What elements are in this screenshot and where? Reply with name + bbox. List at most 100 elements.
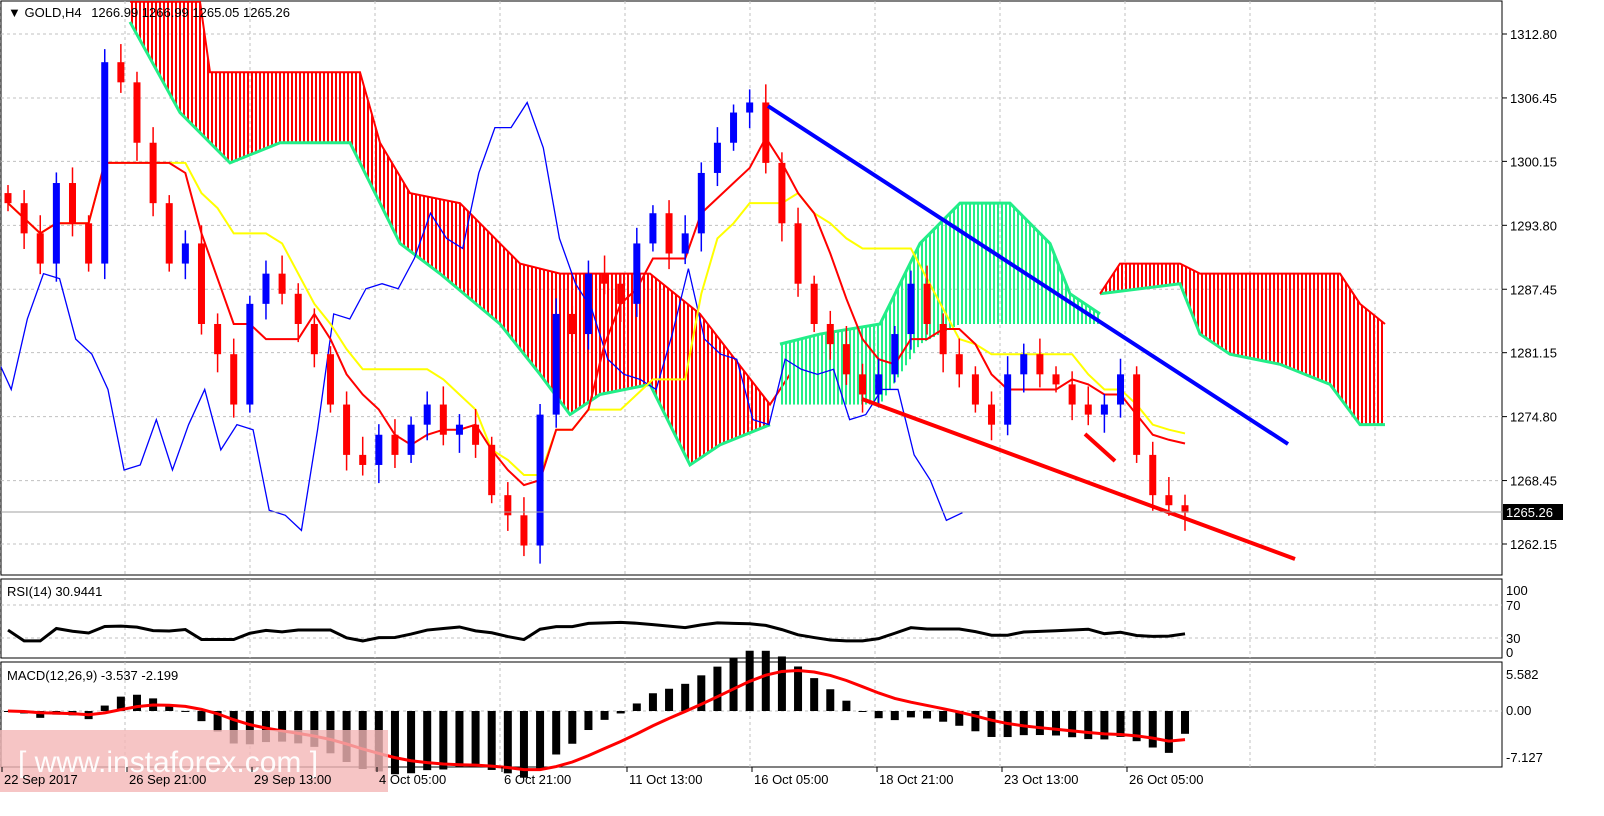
candle-body <box>1004 374 1012 425</box>
macd-bar <box>1035 711 1044 736</box>
macd-bar <box>197 711 206 722</box>
candle-body <box>488 444 496 496</box>
candle-body <box>117 62 125 83</box>
candle-body <box>971 374 979 405</box>
current-price-label: 1265.26 <box>1506 505 1553 520</box>
candle-body <box>778 162 786 224</box>
candle-body <box>1068 384 1076 405</box>
candle-body <box>859 374 867 395</box>
candle-body <box>391 434 399 455</box>
macd-bar <box>1181 711 1189 734</box>
price-axis: 1312.80 1306.45 1300.15 1293.80 1287.45 1281.… <box>1502 27 1557 552</box>
macd-bar <box>1084 711 1093 740</box>
candle-body <box>1117 374 1125 405</box>
price-tick-label: 1293.80 <box>1510 218 1557 233</box>
candle-body <box>149 142 157 204</box>
time-tick-label: 23 Oct 13:00 <box>1004 772 1078 787</box>
candle-body <box>601 273 609 284</box>
price-tick-label: 1306.45 <box>1510 91 1557 106</box>
macd-bar <box>310 711 319 747</box>
macd-histogram <box>4 650 1189 778</box>
candle-body <box>85 223 93 264</box>
candle-body <box>36 233 44 264</box>
macd-tick-label: 5.582 <box>1506 667 1539 682</box>
candle-body <box>730 112 738 143</box>
macd-bar <box>665 688 674 711</box>
candle-body <box>955 354 963 375</box>
candle-body <box>1084 404 1092 415</box>
candle-body <box>20 203 28 234</box>
macd-bar <box>407 711 416 774</box>
macd-bar <box>810 678 819 711</box>
macd-bar <box>632 703 641 711</box>
macd-bar <box>874 711 883 719</box>
macd-bar <box>423 711 432 771</box>
price-tick-label: 1274.80 <box>1510 410 1557 425</box>
candle-body <box>278 273 286 294</box>
current-price-tag: 1265.26 <box>1503 504 1563 520</box>
macd-bar <box>697 675 706 711</box>
macd-bar <box>181 710 190 712</box>
candle-body <box>794 223 802 284</box>
macd-bar <box>568 711 577 744</box>
candle-body <box>359 454 367 465</box>
candle-body <box>536 414 544 546</box>
candle-body <box>584 273 592 335</box>
tenkan-sen-line <box>7 135 1186 487</box>
macd-bar <box>132 694 141 711</box>
candle-body <box>617 283 625 304</box>
macd-bar <box>1052 711 1061 736</box>
macd-bar <box>1068 711 1077 738</box>
candle-body <box>891 334 899 375</box>
macd-bar <box>826 689 835 711</box>
time-tick-label: 26 Oct 05:00 <box>1129 772 1203 787</box>
chart-title: ▼ GOLD,H4 1266.99 1266.99 1265.05 1265.2… <box>8 5 290 20</box>
time-tick-label: 29 Sep 13:00 <box>254 772 331 787</box>
rsi-line <box>7 620 1186 643</box>
watermark: [ www.instaforex.com ] <box>0 730 388 792</box>
macd-bar <box>294 711 303 744</box>
macd-bar <box>165 706 174 711</box>
macd-bar <box>100 705 109 711</box>
candle-body <box>1036 354 1044 375</box>
macd-bar <box>939 711 948 722</box>
macd-bar <box>955 711 964 726</box>
candle-body <box>4 193 12 204</box>
macd-bar <box>842 700 851 711</box>
candle-body <box>762 102 770 163</box>
symbol-label: GOLD,H4 <box>24 5 81 20</box>
ichimoku-cloud <box>128 1 1386 468</box>
candle-body <box>746 102 754 113</box>
macd-bar <box>906 711 915 718</box>
macd-bar <box>1019 711 1028 736</box>
candle-body <box>326 354 334 405</box>
candle-body <box>923 283 931 324</box>
macd-bar <box>1132 711 1141 742</box>
candle-body <box>165 203 173 264</box>
candle-body <box>504 495 512 516</box>
time-tick-label: 22 Sep 2017 <box>4 772 78 787</box>
rsi-tick-label: 30 <box>1506 631 1520 646</box>
macd-bar <box>681 683 690 711</box>
macd-bar <box>584 711 593 731</box>
candle-body <box>197 243 205 324</box>
candle-body <box>810 283 818 324</box>
candle-body <box>681 233 689 254</box>
candle-body <box>423 404 431 425</box>
chikou-span-line <box>1 101 963 532</box>
candle-body <box>52 183 60 264</box>
macd-bar <box>552 711 561 755</box>
ohlc-values: 1266.99 1266.99 1265.05 1265.26 <box>91 5 290 20</box>
macd-bar <box>390 711 399 775</box>
macd-bar <box>245 711 254 745</box>
support-trendline[interactable] <box>861 397 1296 561</box>
resistance-trendline[interactable] <box>766 104 1290 446</box>
candle-body <box>1100 404 1108 415</box>
candle-body <box>68 183 76 224</box>
price-tick-label: 1268.45 <box>1510 474 1557 489</box>
macd-bar <box>1100 711 1109 740</box>
macd-bar <box>229 711 238 744</box>
candle-body <box>310 323 318 355</box>
